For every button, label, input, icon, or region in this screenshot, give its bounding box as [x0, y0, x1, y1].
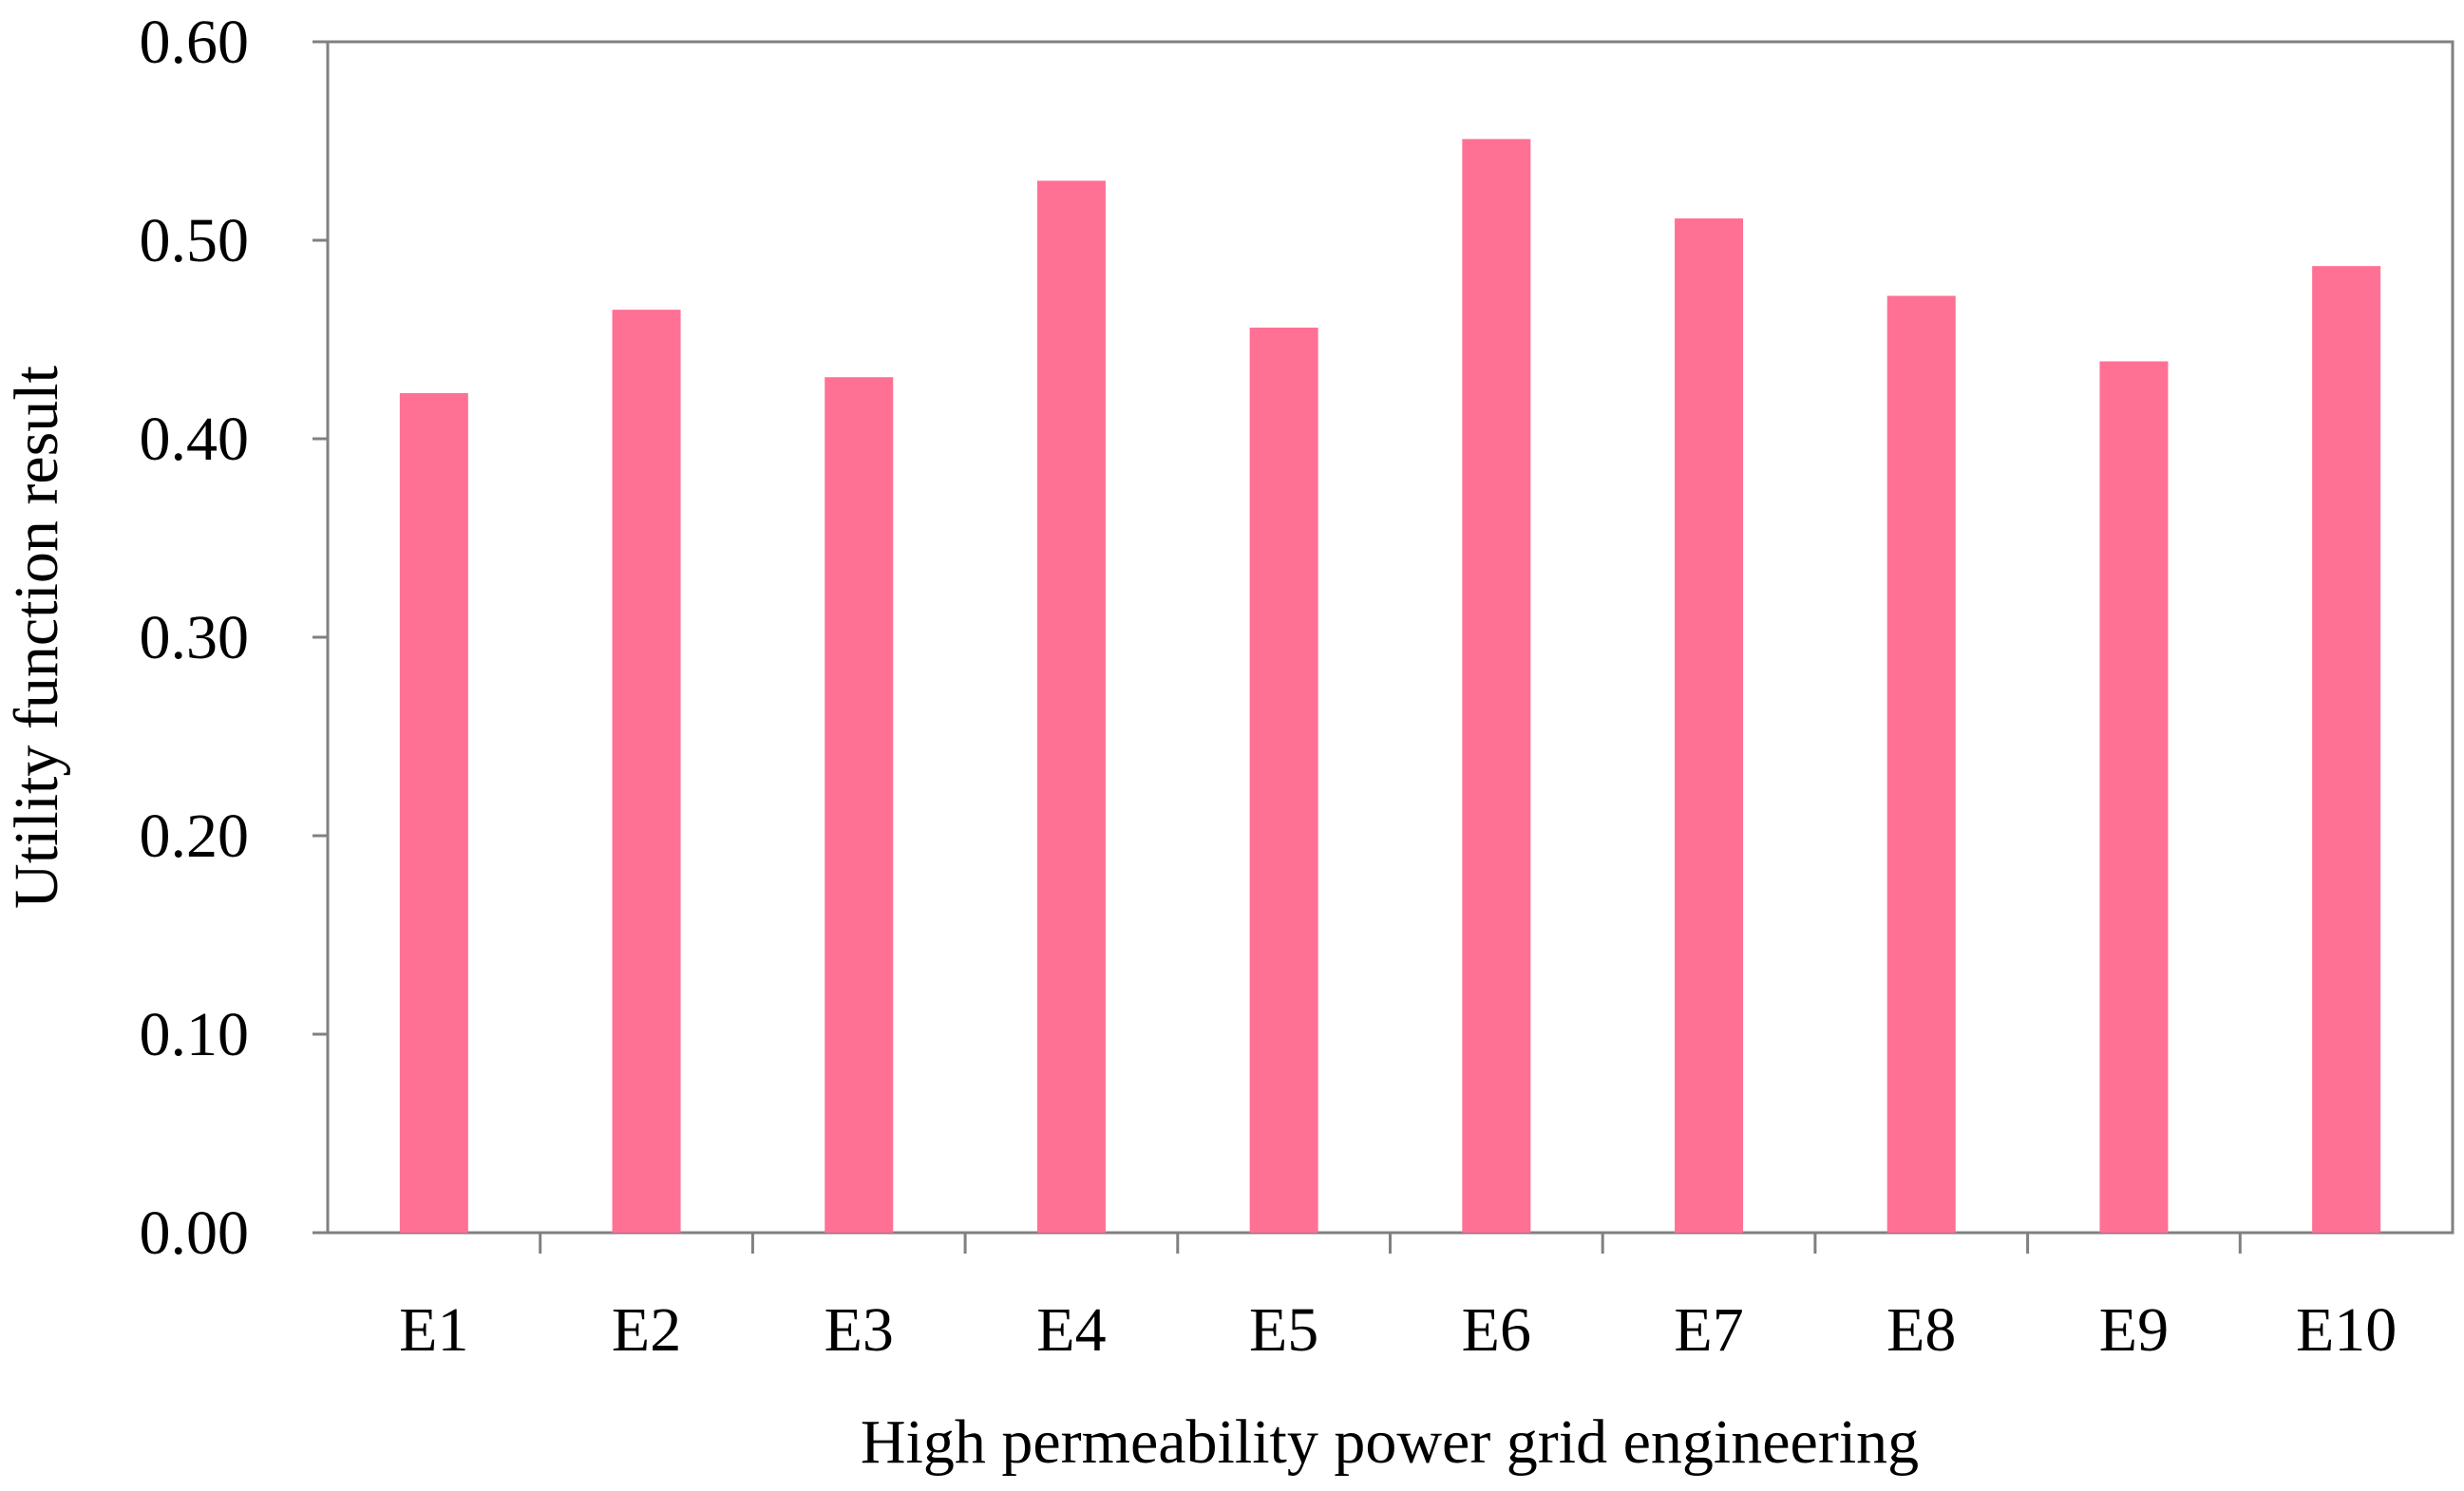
bar-e4 — [1036, 180, 1106, 1233]
bars-group — [399, 139, 2381, 1234]
x-tick-label: E6 — [1462, 1295, 1531, 1365]
bar-e1 — [399, 392, 468, 1233]
x-tick-label: E7 — [1674, 1295, 1743, 1365]
x-tick-label: E9 — [2099, 1295, 2169, 1365]
y-tick-label: 0.60 — [140, 8, 250, 77]
y-tick-label: 0.50 — [140, 206, 250, 275]
x-axis: E1 E2 E3 E4 E5 E6 E7 E8 E9 E10 — [399, 1233, 2397, 1365]
x-tick-label: E8 — [1886, 1295, 1956, 1365]
x-tick-label: E10 — [2296, 1295, 2397, 1365]
bar-e3 — [824, 377, 894, 1234]
x-tick-label: E1 — [399, 1295, 468, 1365]
y-tick-label: 0.10 — [140, 1000, 250, 1069]
x-tick-label: E4 — [1036, 1295, 1106, 1365]
bar-e2 — [612, 310, 681, 1233]
y-axis-label: Utility function result — [2, 366, 71, 909]
x-tick-label: E5 — [1249, 1295, 1318, 1365]
bar-e9 — [2099, 361, 2169, 1233]
bar-e7 — [1675, 218, 1744, 1233]
y-tick-label: 0.40 — [140, 405, 250, 474]
bar-e10 — [2312, 266, 2381, 1233]
y-tick-label: 0.20 — [140, 802, 250, 871]
bar-e5 — [1249, 327, 1318, 1234]
x-tick-label: E3 — [824, 1295, 894, 1365]
y-tick-label: 0.00 — [140, 1198, 250, 1268]
y-axis: 0.00 0.10 0.20 0.30 0.40 0.50 0.60 — [140, 8, 328, 1268]
x-tick-label: E2 — [612, 1295, 681, 1365]
y-tick-label: 0.30 — [140, 603, 250, 672]
bar-e6 — [1462, 139, 1531, 1233]
bar-e8 — [1886, 295, 1956, 1233]
x-axis-label: High permeability power grid engineering — [861, 1407, 1919, 1477]
